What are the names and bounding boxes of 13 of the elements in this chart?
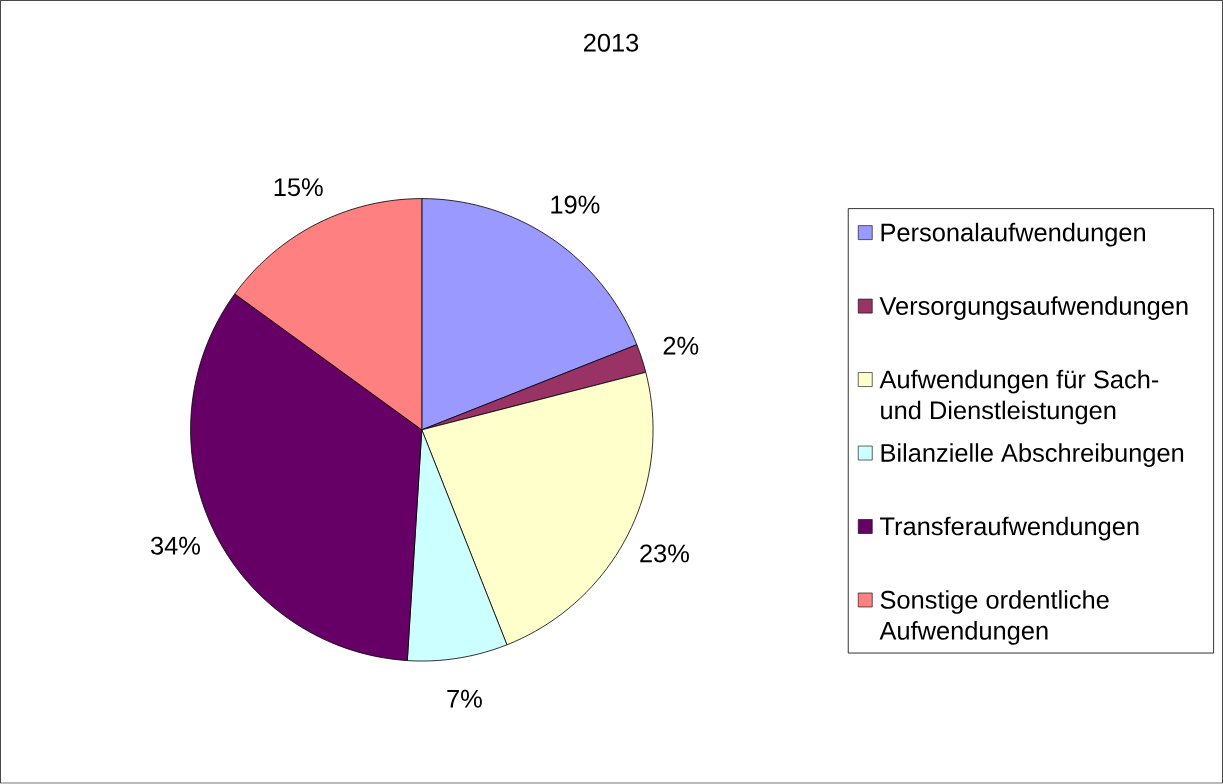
legend-label: Bilanzielle Abschreibungen (881, 443, 1184, 468)
legend-label: Transferaufwendungen (880, 516, 1139, 541)
data-label: 15% (274, 178, 323, 197)
data-label: 7% (447, 690, 482, 708)
data-label: 19% (551, 195, 600, 214)
legend-label: Personalaufwendungen (881, 223, 1145, 247)
legend-label: Versorgungsaufwendungen (879, 296, 1188, 321)
legend-label: Sonstige ordentliche Aufwendungen (879, 590, 1109, 645)
data-label: 2% (663, 336, 699, 355)
legend-label: Aufwendungen für Sach- und Dienstleistungen (879, 369, 1159, 425)
chart-title: 2013 (584, 33, 639, 52)
data-label: 23% (640, 544, 689, 563)
data-label: 34% (150, 536, 200, 555)
